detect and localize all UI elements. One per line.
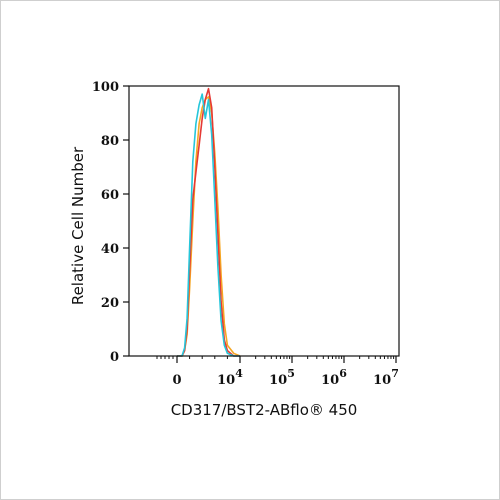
y-axis-label: Relative Cell Number xyxy=(69,146,87,305)
y-axis-ticks: 0 20 40 60 80 100 xyxy=(92,80,129,365)
x-axis-label: CD317/BST2-ABflo® 450 xyxy=(171,401,358,419)
axes xyxy=(128,85,400,357)
y-tick-label: 40 xyxy=(101,242,119,257)
x-tick-label: 105 xyxy=(269,367,295,388)
x-axis-ticks: 0 104 105 106 107 xyxy=(156,356,399,388)
plot-area-border xyxy=(128,85,400,357)
x-tick-label: 107 xyxy=(373,367,399,388)
y-tick-label: 0 xyxy=(110,350,119,365)
y-tick-label: 20 xyxy=(101,296,119,311)
x-tick-label: 106 xyxy=(321,367,347,388)
plot-series xyxy=(177,87,241,357)
histogram-series-3 xyxy=(177,93,240,357)
x-tick-label: 0 xyxy=(172,373,181,388)
y-tick-label: 60 xyxy=(101,188,119,203)
y-tick-label: 80 xyxy=(101,134,119,149)
x-tick-label: 104 xyxy=(217,367,243,388)
y-tick-label: 100 xyxy=(92,80,119,95)
